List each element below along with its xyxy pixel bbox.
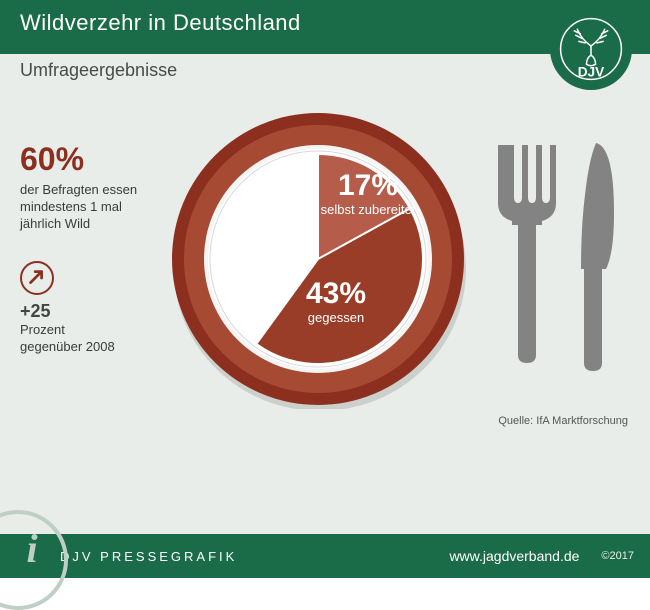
footer-brand: DJV PRESSEGRAFIK xyxy=(60,549,237,564)
footer-year: ©2017 xyxy=(601,550,634,562)
slice-label-43: 43% gegessen xyxy=(276,277,396,325)
slice-text-43: gegessen xyxy=(276,311,396,325)
delta-value: +25 xyxy=(20,301,160,322)
pie-chart-plate: 17% selbst zubereitet 43% gegessen xyxy=(168,109,468,409)
djv-logo: DJV xyxy=(550,8,632,90)
slice-value-43: 43% xyxy=(276,277,396,311)
slice-label-17: 17% selbst zubereitet xyxy=(308,169,428,217)
cutlery-icon xyxy=(486,135,636,395)
page-title: Wildverzehr in Deutschland xyxy=(20,10,630,36)
delta-desc-2: gegenüber 2008 xyxy=(20,339,160,356)
left-stats: 60% der Befragten essen mindestens 1 mal… xyxy=(20,141,160,355)
headline-desc: der Befragten essen mindestens 1 mal jäh… xyxy=(20,182,160,233)
slice-text-17: selbst zubereitet xyxy=(308,203,428,217)
slice-value-17: 17% xyxy=(308,169,428,203)
footer-bar: DJV PRESSEGRAFIK www.jagdverband.de ©201… xyxy=(0,534,650,578)
headline-pct: 60% xyxy=(20,141,160,178)
trend-arrow-icon xyxy=(20,261,54,295)
logo-letters: DJV xyxy=(578,64,605,79)
source-caption: Quelle: IfA Marktforschung xyxy=(498,415,628,427)
footer-url: www.jagdverband.de xyxy=(449,548,579,564)
delta-desc-1: Prozent xyxy=(20,322,160,339)
